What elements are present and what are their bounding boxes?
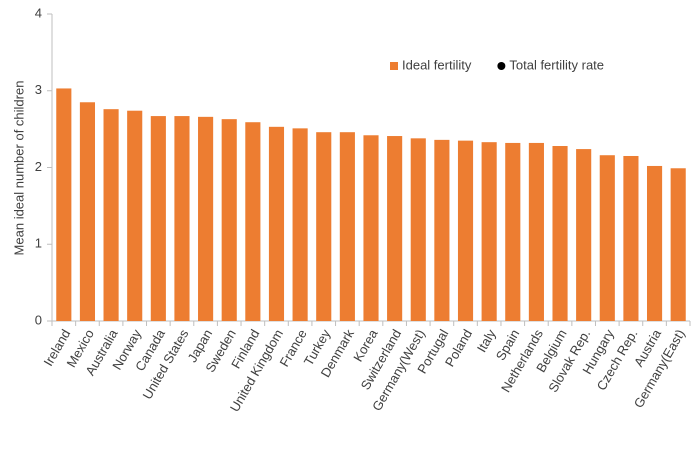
bar [387,136,403,321]
bar [221,119,237,322]
bar [339,132,355,321]
bar [292,128,308,321]
y-tick-label: 3 [35,82,42,97]
bar [599,155,615,321]
bar [576,149,592,321]
bar [103,109,119,321]
y-tick-label: 2 [35,159,42,174]
bar [505,142,521,321]
y-tick-label: 0 [35,312,42,327]
bar [457,140,474,321]
bar [316,132,332,321]
bar [434,139,450,321]
y-tick-label: 4 [35,5,42,20]
bar [174,116,190,321]
bar [646,165,663,321]
bar [79,102,96,321]
legend-label: Ideal fertility [402,57,472,72]
bar [268,126,285,321]
bar [245,122,261,321]
bar [150,116,166,321]
bar [198,116,214,321]
bar [670,168,686,321]
bar [528,142,544,321]
bar [127,110,143,321]
legend-marker [497,62,506,70]
y-tick-label: 1 [35,236,42,251]
bar [552,146,568,321]
bar [56,88,72,321]
legend-marker [390,62,398,70]
y-axis-label: Mean ideal number of children [11,81,26,256]
legend-label: Total fertility rate [509,57,604,72]
bar [623,155,639,321]
bar [410,138,426,321]
bar [481,142,497,321]
bar [363,135,379,321]
